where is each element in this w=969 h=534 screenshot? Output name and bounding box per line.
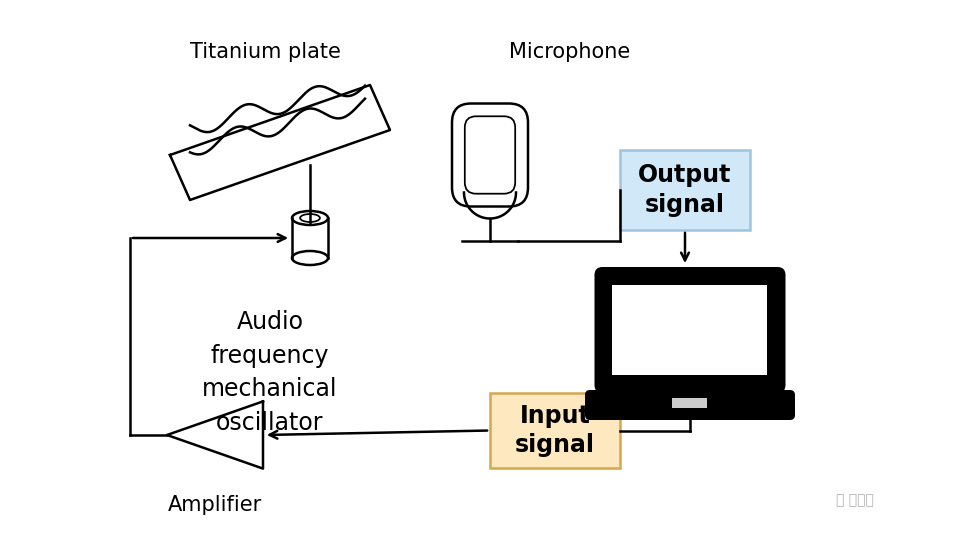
Text: Amplifier: Amplifier [168, 495, 262, 515]
Text: Input
signal: Input signal [515, 404, 594, 457]
Text: 🐾 量子位: 🐾 量子位 [835, 493, 873, 507]
FancyBboxPatch shape [594, 267, 785, 393]
FancyBboxPatch shape [619, 150, 749, 230]
Text: Titanium plate: Titanium plate [189, 42, 340, 62]
FancyBboxPatch shape [489, 393, 619, 468]
Text: Audio
frequency
mechanical
oscillator: Audio frequency mechanical oscillator [203, 310, 337, 435]
Text: Output
signal: Output signal [638, 163, 731, 217]
Text: Microphone: Microphone [509, 42, 630, 62]
Bar [611, 285, 766, 375]
Bar [672, 398, 706, 408]
FancyBboxPatch shape [584, 390, 795, 420]
